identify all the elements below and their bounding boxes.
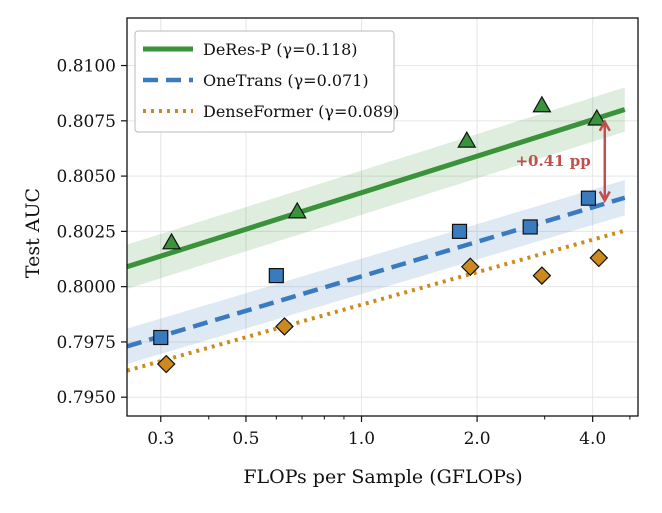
fit-line — [126, 107, 626, 270]
triangle-marker — [457, 131, 477, 148]
y-tick-label: 0.8075 — [57, 112, 116, 132]
x-axis-label: FLOPs per Sample (GFLOPs) — [243, 466, 522, 488]
triangle-marker — [587, 108, 607, 126]
y-tick-label: 0.7975 — [57, 333, 116, 353]
plot-frame — [126, 17, 639, 417]
diamond-marker — [532, 266, 552, 285]
legend-label: DenseFormer (γ=0.089) — [203, 102, 399, 121]
diamond-marker — [460, 257, 480, 277]
x-tick-label: 4.0 — [579, 429, 606, 449]
y-tick-label: 0.8050 — [57, 167, 116, 187]
diamond-marker — [589, 248, 609, 268]
square-marker — [580, 190, 597, 206]
annotation-arrowhead-bottom — [598, 190, 611, 204]
fit-line — [126, 228, 626, 373]
legend-label: OneTrans (γ=0.071) — [203, 71, 369, 90]
y-axis-label: Test AUC — [22, 188, 44, 278]
fit-lines — [126, 107, 626, 373]
legend: DeRes-P (γ=0.118) OneTrans (γ=0.071) Dense… — [134, 30, 399, 133]
triangle-marker — [532, 95, 552, 113]
data-points — [153, 95, 609, 374]
fit-line — [126, 195, 626, 349]
annotation: +0.41 pp — [515, 119, 611, 204]
legend-label: DeRes-P (γ=0.118) — [203, 40, 358, 59]
annotation-arrowhead-top — [598, 119, 611, 132]
x-tick-label: 0.5 — [232, 429, 259, 449]
x-tick-label: 2.0 — [464, 429, 491, 449]
square-marker — [451, 223, 468, 239]
triangle-marker — [287, 201, 307, 219]
y-tick-label: 0.8025 — [57, 222, 116, 242]
triangle-marker — [161, 232, 182, 250]
x-tick-label: 0.3 — [147, 429, 174, 449]
square-marker — [268, 267, 284, 284]
diamond-marker — [156, 354, 176, 374]
square-marker — [522, 219, 538, 235]
square-marker — [153, 329, 169, 346]
y-tick-label: 0.8100 — [57, 57, 116, 77]
legend-box — [134, 30, 395, 133]
axes: 0.3 0.5 1.0 2.0 4.0 0.7950 0.7975 0.8000 0.8025 0… — [57, 17, 639, 449]
y-tick-label: 0.7950 — [57, 388, 116, 408]
diamond-marker — [275, 317, 294, 336]
y-tick-label: 0.8000 — [57, 278, 116, 298]
x-tick-label: 1.0 — [348, 429, 375, 449]
annotation-label: +0.41 pp — [515, 152, 590, 170]
